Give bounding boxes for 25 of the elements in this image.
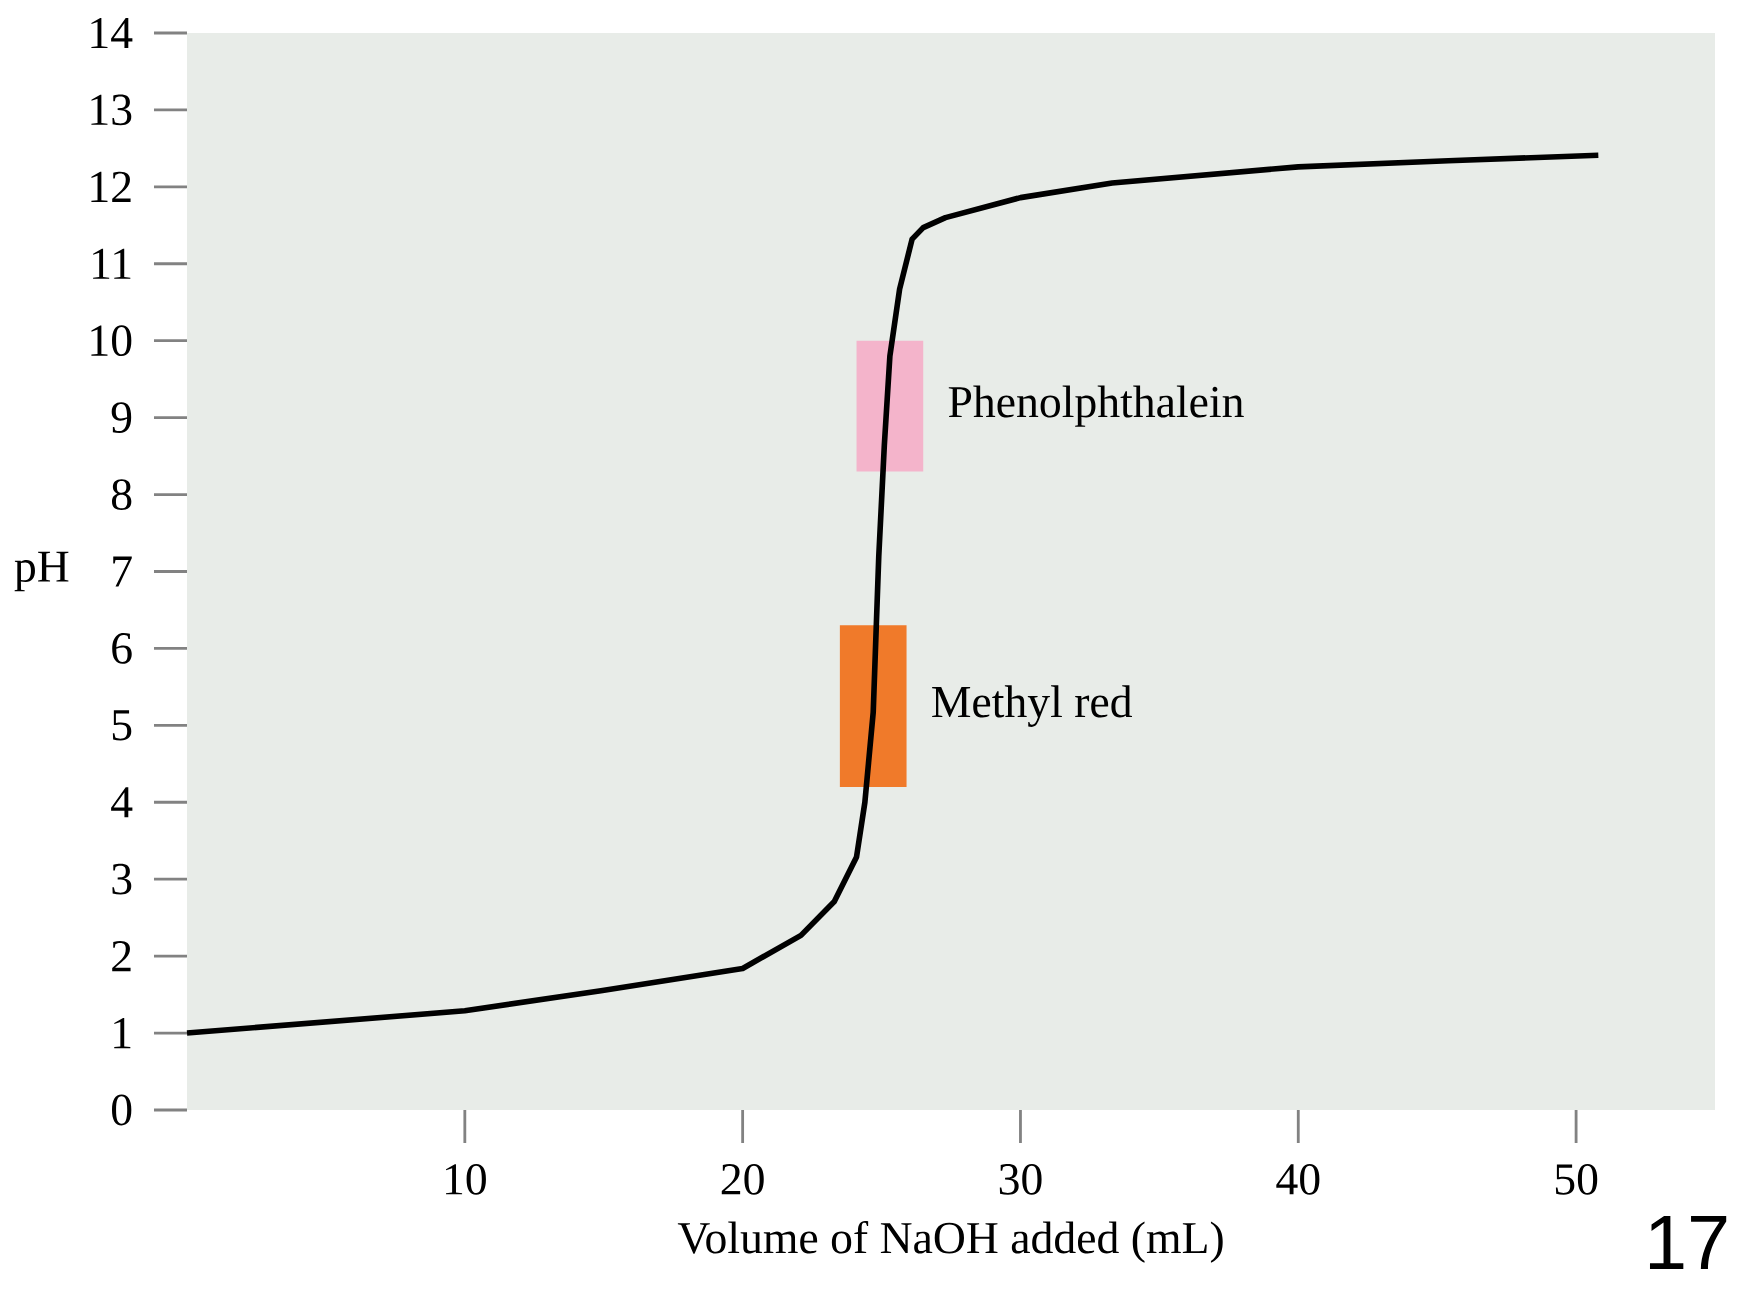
- y-tick-label: 5: [112, 710, 132, 741]
- y-tick-label: 1: [114, 1018, 131, 1049]
- y-tick-label: 14: [91, 17, 133, 49]
- y-tick-label: 9: [111, 402, 132, 433]
- y-tick-label: 12: [91, 171, 131, 202]
- x-tick-label: 40: [1276, 1163, 1320, 1195]
- y-tick-label: 8: [111, 479, 132, 510]
- y-tick-label: 10: [91, 325, 132, 357]
- y-tick-label: 2: [112, 941, 131, 972]
- series-label: Phenolphthalein: [948, 385, 1244, 427]
- x-tick-label: 50: [1555, 1163, 1598, 1195]
- y-tick-label: 4: [111, 787, 133, 818]
- x-tick-label: 20: [721, 1163, 764, 1195]
- y-tick-label: 11: [93, 248, 131, 279]
- text: 17: [1649, 1215, 1727, 1270]
- series-label: Methyl red: [932, 685, 1133, 727]
- y-axis-title: pH: [14, 551, 69, 592]
- x-tick-label: 30: [999, 1163, 1042, 1195]
- y-tick-label: 3: [112, 863, 132, 895]
- y-tick-label: 13: [91, 94, 132, 126]
- y-tick-label: 0: [111, 1094, 132, 1126]
- x-axis-title: Volume of NaOH added (mL): [677, 1220, 1223, 1263]
- y-tick-label: 7: [113, 556, 132, 587]
- y-tick-label: 6: [112, 633, 132, 664]
- x-tick-label: 10: [446, 1163, 486, 1195]
